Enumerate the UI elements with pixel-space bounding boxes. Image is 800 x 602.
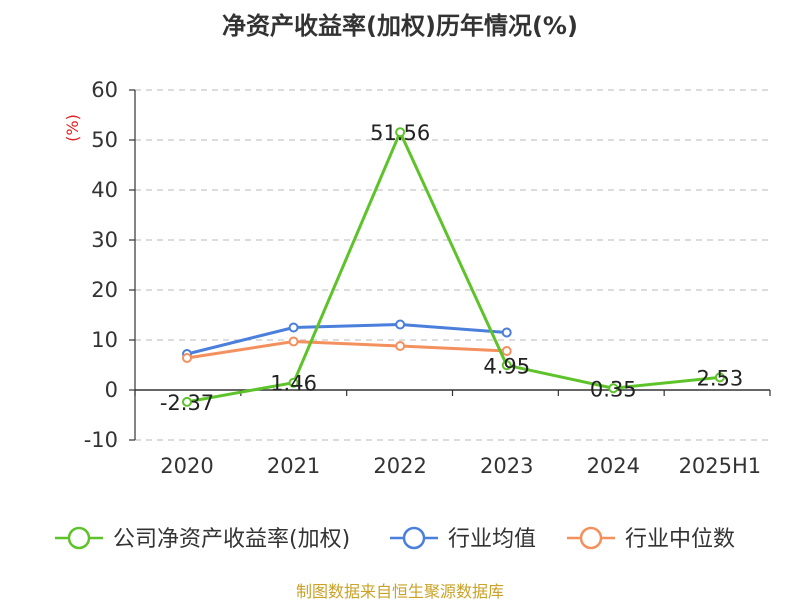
data-point[interactable] — [501, 346, 512, 356]
legend-item[interactable]: 行业均值 — [390, 526, 536, 552]
grid-lines — [135, 89, 770, 441]
data-point[interactable] — [714, 372, 725, 383]
x-tick-label: 2021 — [267, 454, 320, 478]
series-line — [186, 340, 507, 360]
series-line — [186, 130, 721, 404]
x-tick-label: 2025H1 — [679, 454, 762, 478]
legend[interactable]: 公司净资产收益率(加权) 行业均值 行业中位数 — [55, 526, 735, 552]
data-point[interactable] — [288, 377, 299, 388]
y-tick-label: 0 — [105, 378, 118, 402]
data-point[interactable] — [608, 383, 619, 394]
data-label: 4.95 — [483, 354, 530, 378]
y-tick-label: -10 — [84, 428, 118, 452]
data-point[interactable] — [501, 327, 512, 338]
legend-swatch-marker — [402, 526, 426, 550]
y-axis-label: (%) — [63, 114, 82, 142]
series-line — [186, 323, 507, 356]
x-tick-label: 2020 — [160, 454, 213, 478]
data-point[interactable] — [182, 396, 192, 407]
data-point[interactable] — [395, 127, 406, 138]
axes — [129, 89, 771, 441]
x-tick-label: 2022 — [373, 454, 426, 478]
legend-swatch-marker — [579, 526, 603, 550]
data-label: 2.53 — [696, 366, 743, 390]
legend-label: 公司净资产收益率(加权) — [113, 527, 350, 552]
data-label: 0.35 — [590, 377, 637, 401]
chart-title: 净资产收益率(加权)历年情况(%) — [222, 12, 578, 40]
data-point[interactable] — [395, 341, 406, 351]
y-tick-label: 30 — [91, 228, 118, 252]
data-point[interactable] — [501, 360, 512, 371]
data-label: 51.56 — [370, 121, 430, 145]
data-labels: -2.37 1.46 51.56 4.95 0.35 2.53 — [160, 121, 743, 415]
y-tick-label: 50 — [91, 128, 118, 152]
data-point[interactable] — [288, 322, 299, 333]
data-point[interactable] — [395, 319, 406, 330]
data-point[interactable] — [182, 353, 192, 363]
data-label: -2.37 — [160, 391, 214, 415]
legend-label: 行业中位数 — [625, 527, 735, 552]
x-tick-label: 2023 — [480, 454, 533, 478]
x-tick-labels: 2020 2021 2022 2023 2024 2025H1 — [160, 454, 761, 478]
legend-swatch-marker — [67, 526, 91, 550]
y-tick-label: 20 — [91, 278, 118, 302]
data-label: 1.46 — [270, 372, 317, 396]
x-tick-label: 2024 — [587, 454, 640, 478]
legend-item[interactable]: 行业中位数 — [567, 526, 735, 552]
data-source-note: 制图数据来自恒生聚源数据库 — [295, 582, 504, 601]
legend-item[interactable]: 公司净资产收益率(加权) — [55, 526, 350, 552]
y-tick-label: 60 — [91, 78, 118, 102]
series-lines — [182, 127, 725, 407]
y-tick-labels: -10 0 10 20 30 40 50 60 — [84, 78, 118, 452]
y-tick-label: 10 — [91, 328, 118, 352]
data-point[interactable] — [288, 336, 299, 347]
legend-label: 行业均值 — [448, 527, 536, 552]
y-tick-label: 40 — [91, 178, 118, 202]
